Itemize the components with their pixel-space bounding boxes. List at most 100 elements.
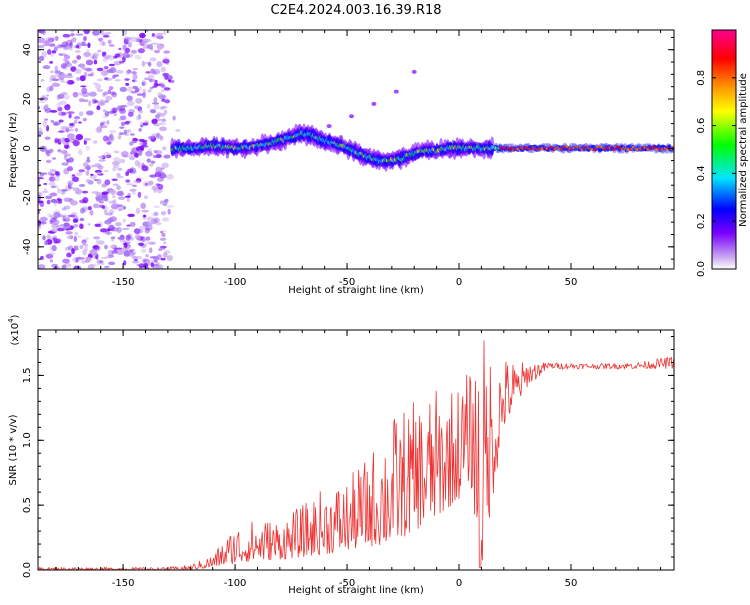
heatmap-cell [68,113,72,119]
colorbar-gradient [712,30,736,269]
heatmap-cell [88,100,92,107]
heatmap-cell [92,244,100,250]
heatmap-cell [50,120,54,123]
heatmap-cell [48,85,54,92]
heatmap-cell [82,162,89,168]
heatmap-cell [64,246,70,251]
heatmap-cell [42,65,51,70]
snr-y-multiplier-close: ) [10,314,21,318]
heatmap-cell [138,149,143,156]
heatmap-cell [77,148,83,156]
heatmap-cell [85,159,91,163]
heatmap-cell [93,178,99,182]
heatmap-cell [139,32,146,39]
heatmap-cell [167,208,171,215]
heatmap-cell [57,44,63,49]
heatmap-cell [87,223,91,226]
x-tick-label: -150 [112,578,135,589]
heatmap-cell [40,172,44,177]
heatmap-cell [67,214,76,218]
heatmap-cell [77,63,86,68]
heatmap-cell [138,242,144,247]
heatmap-cell [101,183,108,188]
heatmap-cell [122,218,126,223]
heatmap-cell [41,30,46,36]
heatmap-cell [51,226,58,233]
heatmap-cell [41,190,49,193]
heatmap-cell [145,240,149,245]
heatmap-cell [115,172,121,177]
heatmap-cell [85,59,94,66]
spectrogram-plot-frame [37,29,675,270]
heatmap-cell [80,207,85,214]
y-tick-label: 20 [22,93,33,106]
heatmap-cell [93,163,102,168]
heatmap-cell [52,36,60,40]
heatmap-cell [113,156,121,163]
heatmap-cell [127,100,135,106]
heatmap-cell [113,113,118,117]
heatmap-cell [76,55,82,60]
heatmap-cell [66,111,75,115]
heatmap-cell [85,178,91,183]
heatmap-cell [58,119,64,123]
heatmap-cell [113,183,119,186]
heatmap-cell [38,100,46,104]
heatmap-cell [40,79,45,82]
heatmap-cell [62,216,71,220]
heatmap-cell [51,245,57,252]
heatmap-cell [42,41,49,47]
heatmap-cell [153,104,160,110]
heatmap-cell [163,98,170,102]
heatmap-cell [46,125,50,132]
heatmap-cell [96,88,104,93]
heatmap-cell [119,126,125,129]
heatmap-cell [67,166,74,172]
y-tick-label: 0 [22,145,33,151]
heatmap-cell [126,197,130,202]
heatmap-cell [143,263,149,269]
heatmap-cell [163,30,167,36]
snr-panel: -150 -100 -50 0 50 0.0 0.5 1.0 1.5 Height of st… [7,314,675,596]
x-tick-label: 50 [565,578,578,589]
heatmap-cell [50,74,56,80]
heatmap-cell [45,150,51,157]
heatmap-cell [162,229,167,233]
heatmap-cell [118,108,126,114]
heatmap-cell [47,213,51,218]
heatmap-cell [371,101,377,106]
heatmap-cell [129,141,134,146]
heatmap-cell [54,171,60,176]
heatmap-cell [80,43,88,47]
heatmap-cell [153,123,160,127]
heatmap-cell [140,202,146,210]
heatmap-cell [139,225,147,230]
heatmap-cell [51,199,59,204]
heatmap-cell [55,238,62,243]
heatmap-cell [73,235,78,243]
snr-x-axis-label: Height of straight line (km) [288,585,424,596]
heatmap-cell [68,128,74,132]
heatmap-cell [49,77,53,83]
heatmap-cell [393,89,399,94]
heatmap-cell [98,204,106,209]
figure-title: C2E4.2024.003.16.39.R18 [270,3,441,18]
heatmap-cell [161,98,166,102]
heatmap-cell [72,139,80,147]
heatmap-cell [114,79,122,82]
heatmap-cell [148,181,154,187]
heatmap-cell [147,147,153,153]
heatmap-cell [69,42,73,48]
heatmap-cell [130,49,137,54]
heatmap-cell [56,94,61,101]
heatmap-cell [98,30,104,36]
heatmap-cell [126,54,131,59]
heatmap-cell [97,101,106,107]
heatmap-cell [75,133,84,141]
heatmap-cell [44,118,49,121]
heatmap-cell [43,182,48,186]
heatmap-cell [154,79,158,83]
heatmap-cell [150,42,159,46]
heatmap-cell [71,59,78,64]
heatmap-cell [102,135,109,142]
